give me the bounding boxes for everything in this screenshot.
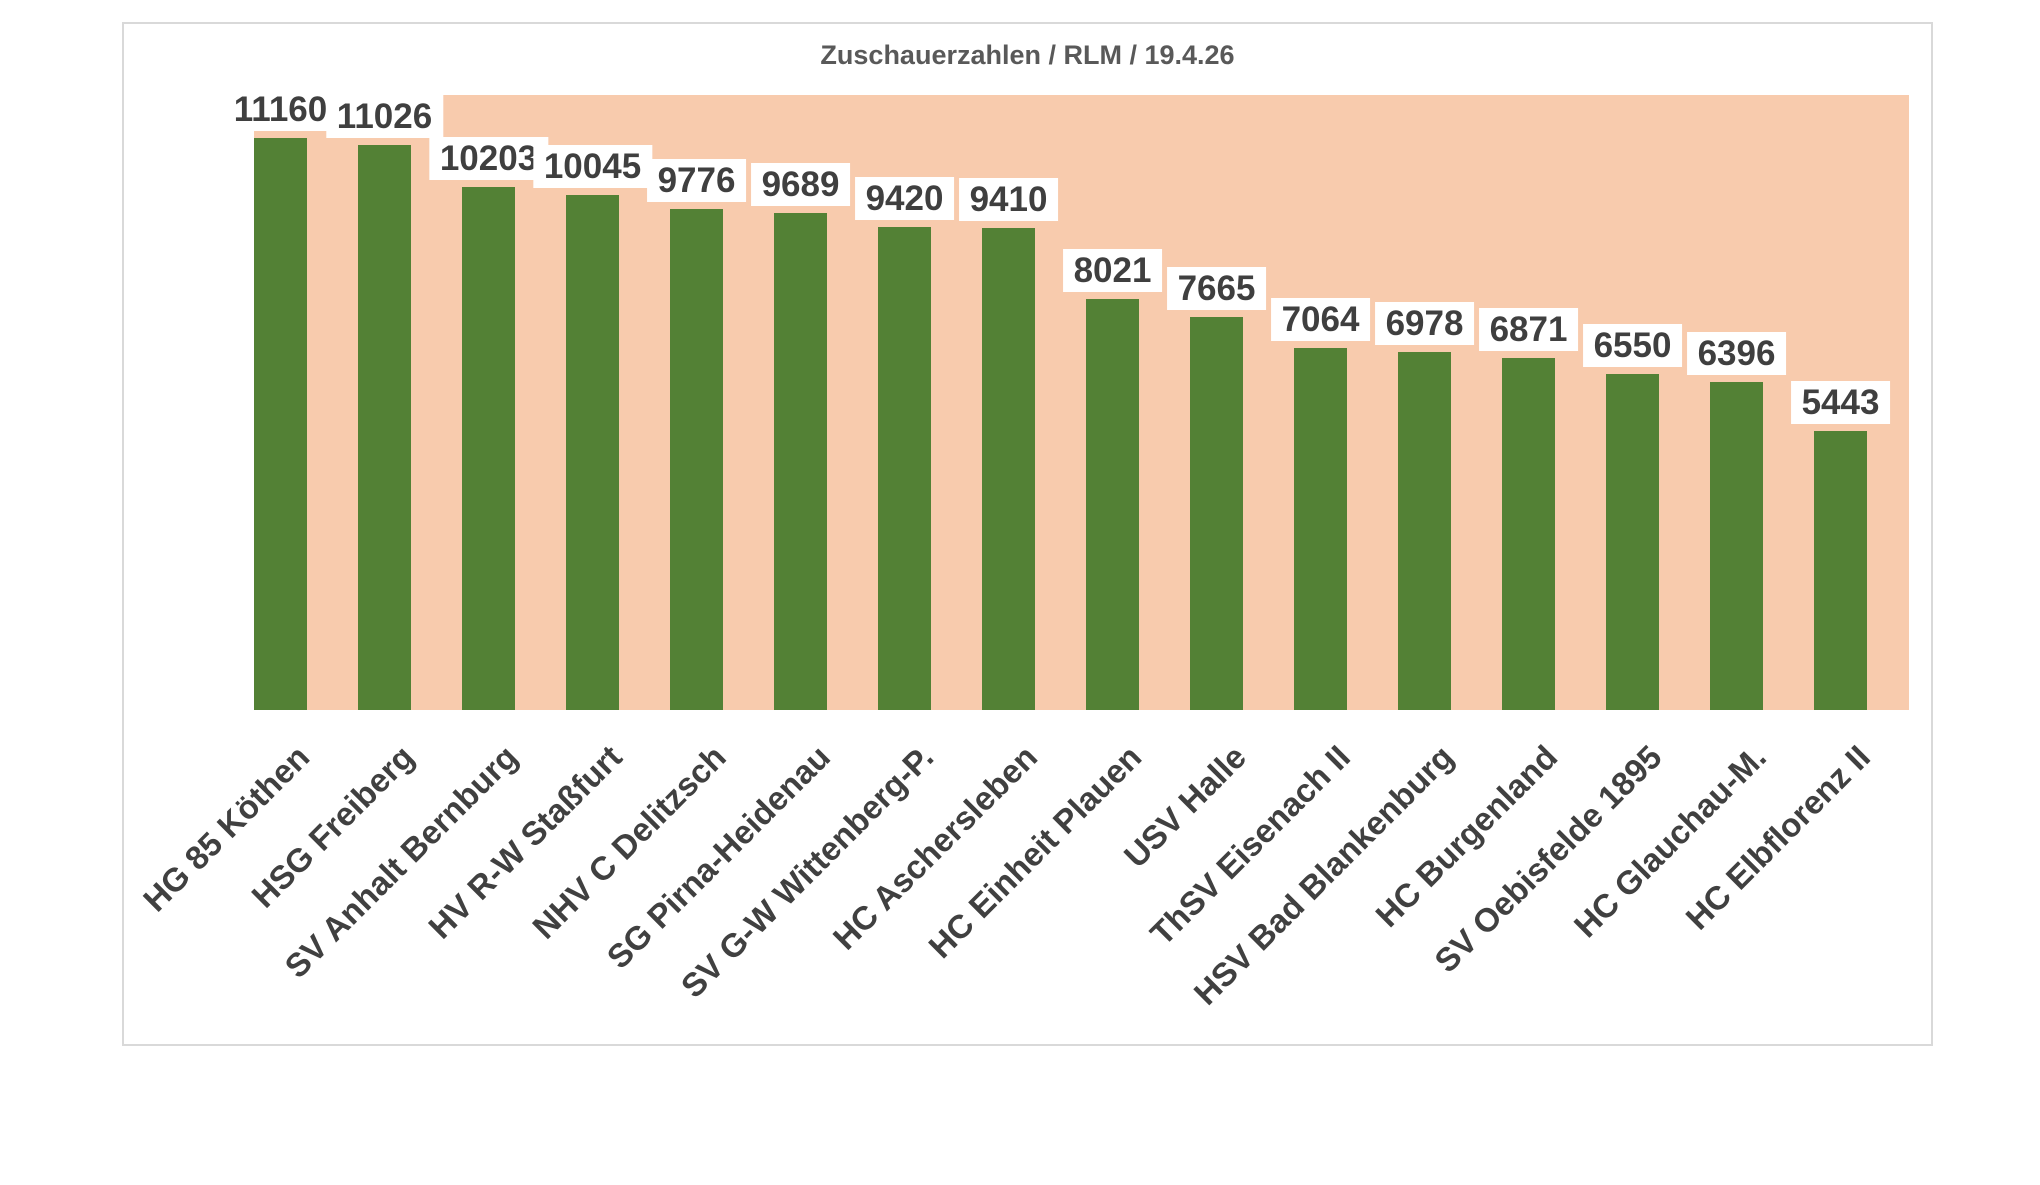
bar (878, 227, 931, 710)
bar (1294, 348, 1347, 710)
bar (774, 213, 827, 710)
bar-value-label: 7665 (1166, 266, 1267, 310)
bar (1502, 358, 1555, 710)
chart-title: Zuschauerzahlen / RLM / 19.4.26 (820, 40, 1235, 70)
bar-value-label: 8021 (1062, 248, 1163, 292)
bar (254, 138, 307, 710)
bar (1814, 431, 1867, 710)
bar-value-label: 7064 (1270, 297, 1371, 341)
bar-value-label: 6396 (1686, 331, 1787, 375)
bar (462, 187, 515, 710)
bar-value-label: 6550 (1582, 323, 1683, 367)
bar-value-label: 5443 (1790, 380, 1891, 424)
category-label: HC Glauchau-M. (1566, 738, 1773, 945)
bar (670, 209, 723, 710)
bar-value-label: 11026 (325, 94, 444, 138)
category-label: NHV C Delitzsch (524, 738, 733, 946)
category-label: HC Elbflorenz II (1678, 738, 1877, 937)
bar (1086, 299, 1139, 710)
bar-value-label: 10203 (428, 136, 549, 180)
bar-value-label: 11160 (222, 87, 339, 131)
bar (358, 145, 411, 710)
bar-value-label: 9420 (854, 176, 955, 220)
bar (1190, 317, 1243, 710)
bar-value-label: 6871 (1478, 307, 1579, 351)
bar (982, 228, 1035, 710)
bar-value-label: 9776 (646, 158, 747, 202)
bar (1710, 382, 1763, 710)
bar-value-label: 6978 (1374, 301, 1475, 345)
bar-value-label: 10045 (532, 144, 653, 188)
bar-value-label: 9410 (958, 177, 1059, 221)
category-label: HC Burgenland (1368, 738, 1565, 934)
plot-area: 11160 11026 10203 10045 9776 9689 9420 9410 8021… (222, 87, 1909, 710)
x-axis-labels: HG 85 Köthen HSG Freiberg SV Anhalt Bernbu… (136, 724, 1909, 1044)
bar (566, 195, 619, 710)
chart-card: Zuschauerzahlen / RLM / 19.4.26 11160 110… (122, 22, 1933, 1046)
bar (1398, 352, 1451, 710)
category-label: HV R-W Staßfurt (421, 738, 629, 946)
bar (1606, 374, 1659, 710)
bar-value-label: 9689 (750, 162, 851, 206)
